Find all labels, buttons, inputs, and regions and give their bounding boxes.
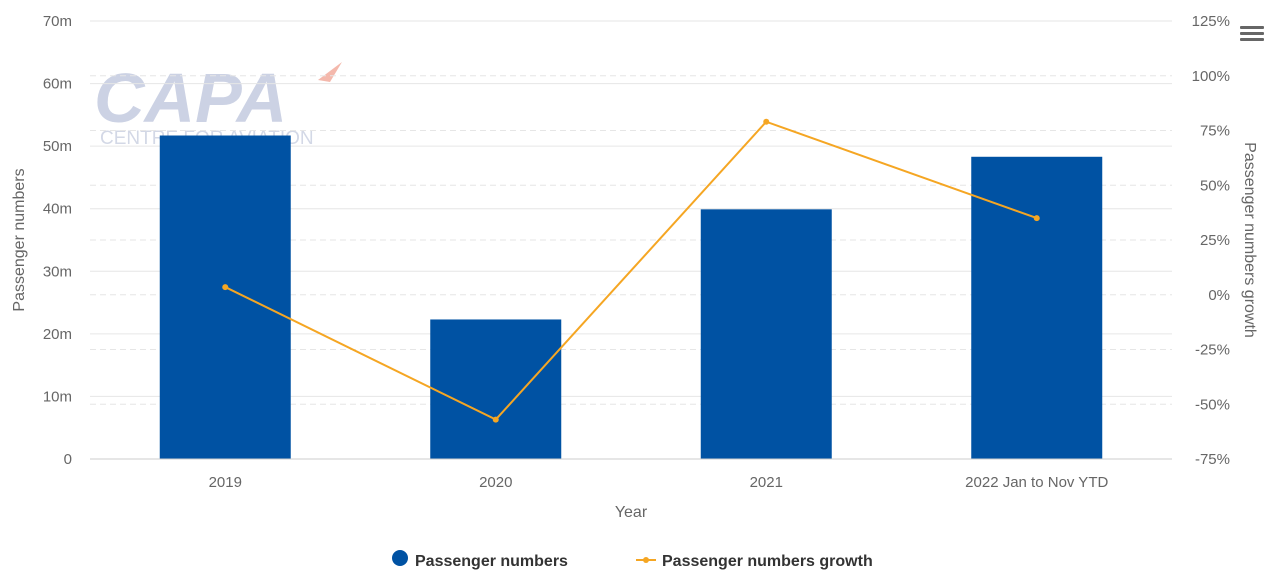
- legend-item-passenger-numbers-growth[interactable]: Passenger numbers growth: [636, 553, 873, 570]
- y-tick-label: 40m: [43, 201, 72, 218]
- x-tick-label: 2019: [209, 474, 242, 491]
- legend-line-dot: [643, 557, 649, 563]
- y2-tick-label: 100%: [1192, 68, 1230, 85]
- y-tick-label: 60m: [43, 76, 72, 93]
- y2-tick-label: 75%: [1200, 123, 1230, 140]
- y2-tick-label: -25%: [1195, 342, 1230, 359]
- growth-point[interactable]: [1033, 215, 1040, 222]
- capa-watermark-logo: CAPA CENTRE FOR AVIATION: [94, 59, 342, 149]
- bar-series: [159, 135, 1103, 459]
- legend-item-passenger-numbers[interactable]: Passenger numbers: [392, 550, 568, 570]
- legend: Passenger numbers Passenger numbers grow…: [392, 550, 873, 570]
- legend-label-passenger-numbers-growth: Passenger numbers growth: [662, 553, 873, 570]
- right-axis-ticks: -75% -50% -25% 0% 25% 50% 75% 100% 125%: [1192, 13, 1230, 468]
- y-tick-label: 20m: [43, 326, 72, 343]
- y2-tick-label: 125%: [1192, 13, 1230, 30]
- y-tick-label: 0: [64, 451, 72, 468]
- y-axis-title: Passenger numbers: [11, 168, 28, 311]
- growth-point[interactable]: [492, 416, 499, 423]
- line-series: [222, 118, 1040, 423]
- bar[interactable]: [159, 135, 291, 459]
- hamburger-menu-icon: [1240, 26, 1264, 29]
- left-axis-ticks: 0 10m 20m 30m 40m 50m 60m 70m: [43, 13, 72, 468]
- growth-line: [224, 120, 1038, 421]
- legend-bar-swatch: [392, 550, 408, 566]
- x-tick-label: 2020: [479, 474, 512, 491]
- y2-tick-label: -75%: [1195, 451, 1230, 468]
- bar[interactable]: [430, 319, 562, 459]
- y2-tick-label: -50%: [1195, 396, 1230, 413]
- watermark-main-text: CAPA: [94, 59, 287, 137]
- x-axis-ticks: 2019 2020 2021 2022 Jan to Nov YTD: [209, 474, 1109, 491]
- growth-point[interactable]: [763, 118, 770, 125]
- x-tick-label: 2021: [750, 474, 783, 491]
- y-tick-label: 30m: [43, 263, 72, 280]
- y-tick-label: 70m: [43, 13, 72, 30]
- y2-tick-label: 0%: [1208, 287, 1230, 304]
- chart-menu-button[interactable]: [1240, 26, 1264, 46]
- y-tick-label: 10m: [43, 388, 72, 405]
- x-tick-label: 2022 Jan to Nov YTD: [965, 474, 1108, 491]
- y2-tick-label: 50%: [1200, 177, 1230, 194]
- x-axis-title: Year: [615, 504, 648, 521]
- y-tick-label: 50m: [43, 138, 72, 155]
- growth-point[interactable]: [222, 284, 229, 291]
- y2-axis-title: Passenger numbers growth: [1241, 142, 1258, 338]
- bar[interactable]: [971, 156, 1103, 459]
- bar[interactable]: [700, 209, 832, 459]
- y2-tick-label: 25%: [1200, 232, 1230, 249]
- legend-label-passenger-numbers: Passenger numbers: [415, 553, 568, 570]
- watermark-plane-icon: [318, 62, 342, 82]
